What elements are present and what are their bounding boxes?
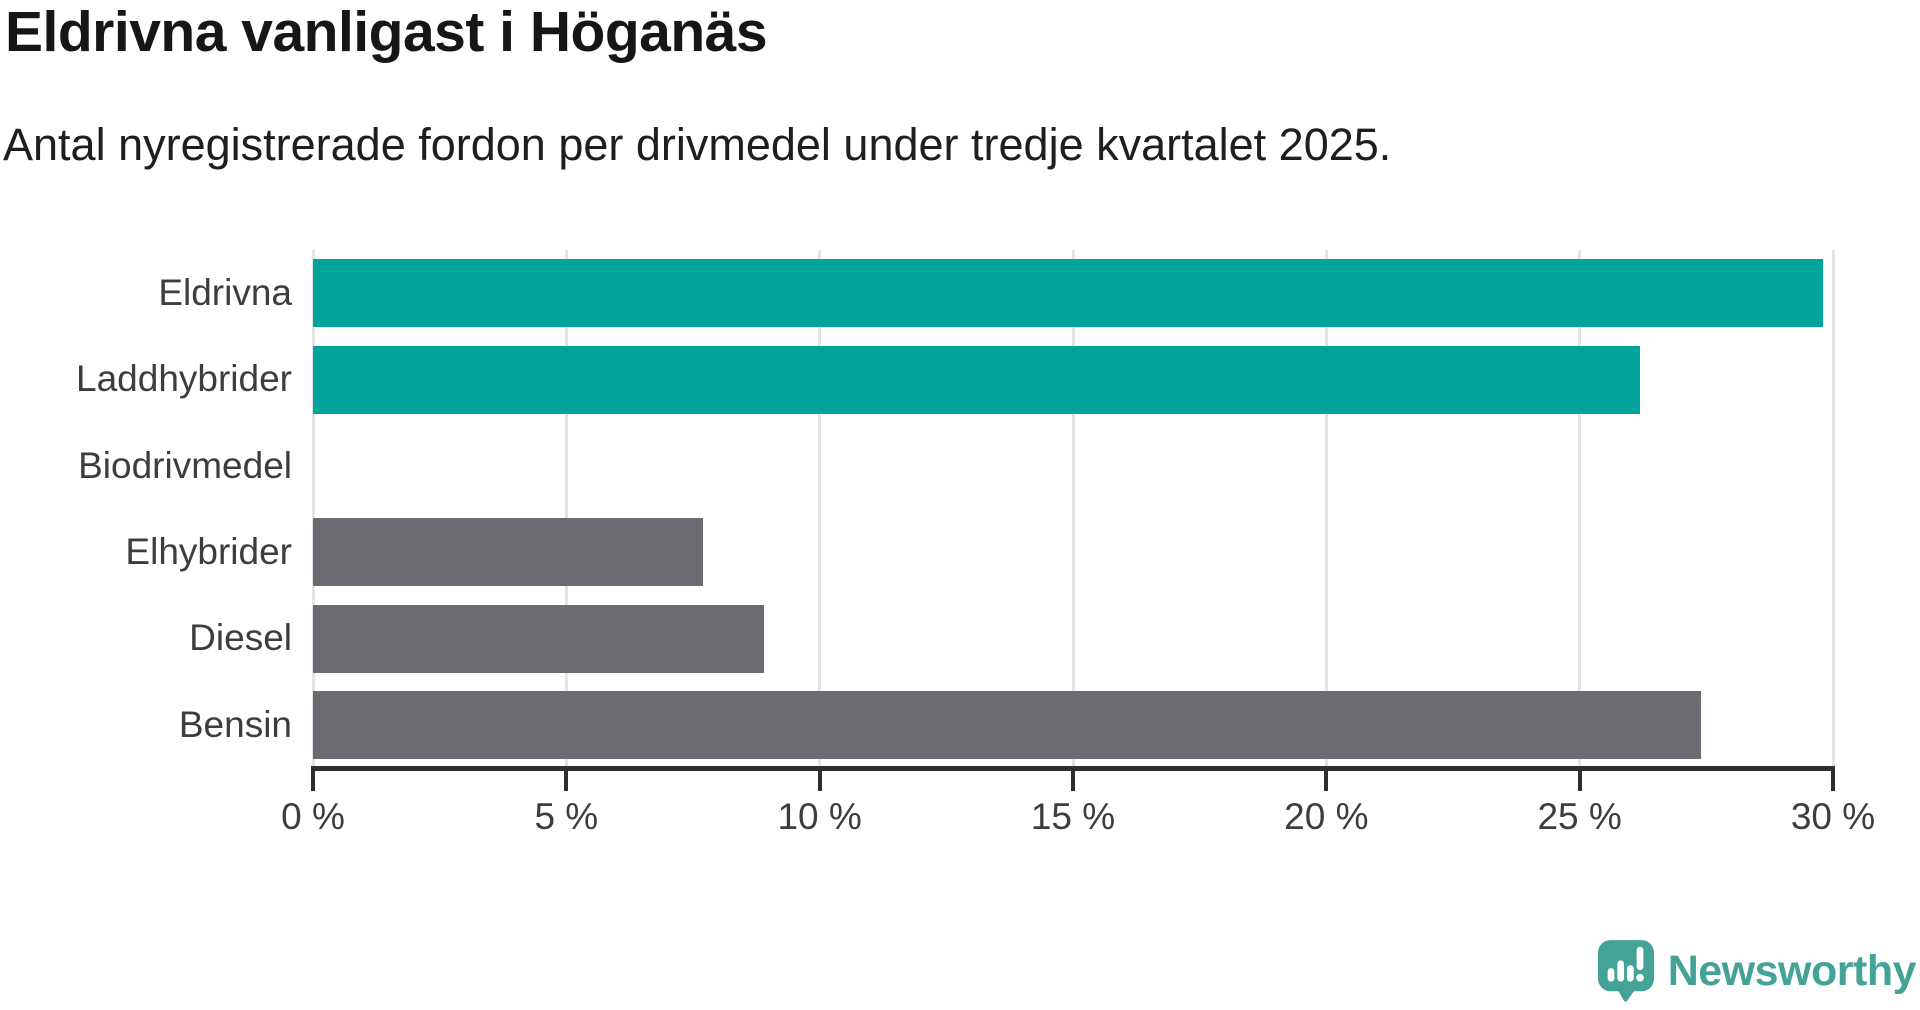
category-label-biodrivmedel: Biodrivmedel [78,444,292,486]
gridline [564,250,568,768]
x-axis-tick [1831,771,1835,791]
newsworthy-logo-text: Newsworthy [1667,946,1917,995]
x-axis-tick-label: 20 % [1284,796,1369,837]
gridline [311,250,315,768]
x-axis-tick [1071,771,1075,791]
category-label-bensin: Bensin [178,703,292,745]
x-axis-tick [311,771,315,791]
x-axis-tick [817,771,822,791]
x-axis-tick-label: 5 % [534,796,599,837]
chart-subtitle: Antal nyregistrerade fordon per drivmede… [3,119,1392,170]
x-axis-line [311,766,1835,771]
category-label-laddhybrider: Laddhybrider [76,358,292,400]
newsworthy-speech-bubble-chart-icon [1597,940,1654,1002]
chart-title: Eldrivna vanligast i Höganäs [5,0,768,64]
bar-diesel [313,604,764,673]
category-label-elhybrider: Elhybrider [125,531,292,573]
x-axis-tick [1577,771,1582,791]
bar-bensin [313,690,1702,759]
category-label-diesel: Diesel [189,617,292,659]
x-axis-tick-label: 30 % [1790,796,1876,837]
x-axis-tick [1324,771,1329,791]
x-axis-tick-label: 10 % [777,796,862,837]
newsworthy-logo: Newsworthy [1597,936,1917,1006]
gridline [1831,250,1835,768]
gridline [1324,250,1328,768]
gridline [818,250,822,768]
gridline [1071,250,1075,768]
gridline [1578,250,1582,768]
bar-eldrivna [313,259,1823,328]
x-axis-tick-label: 0 % [281,796,345,837]
bar-elhybrider [313,518,704,587]
bar-laddhybrider [313,345,1641,414]
x-axis-tick-label: 25 % [1537,796,1622,837]
x-axis-tick-label: 15 % [1030,796,1116,837]
x-axis-tick [564,771,569,791]
category-label-eldrivna: Eldrivna [158,272,292,314]
